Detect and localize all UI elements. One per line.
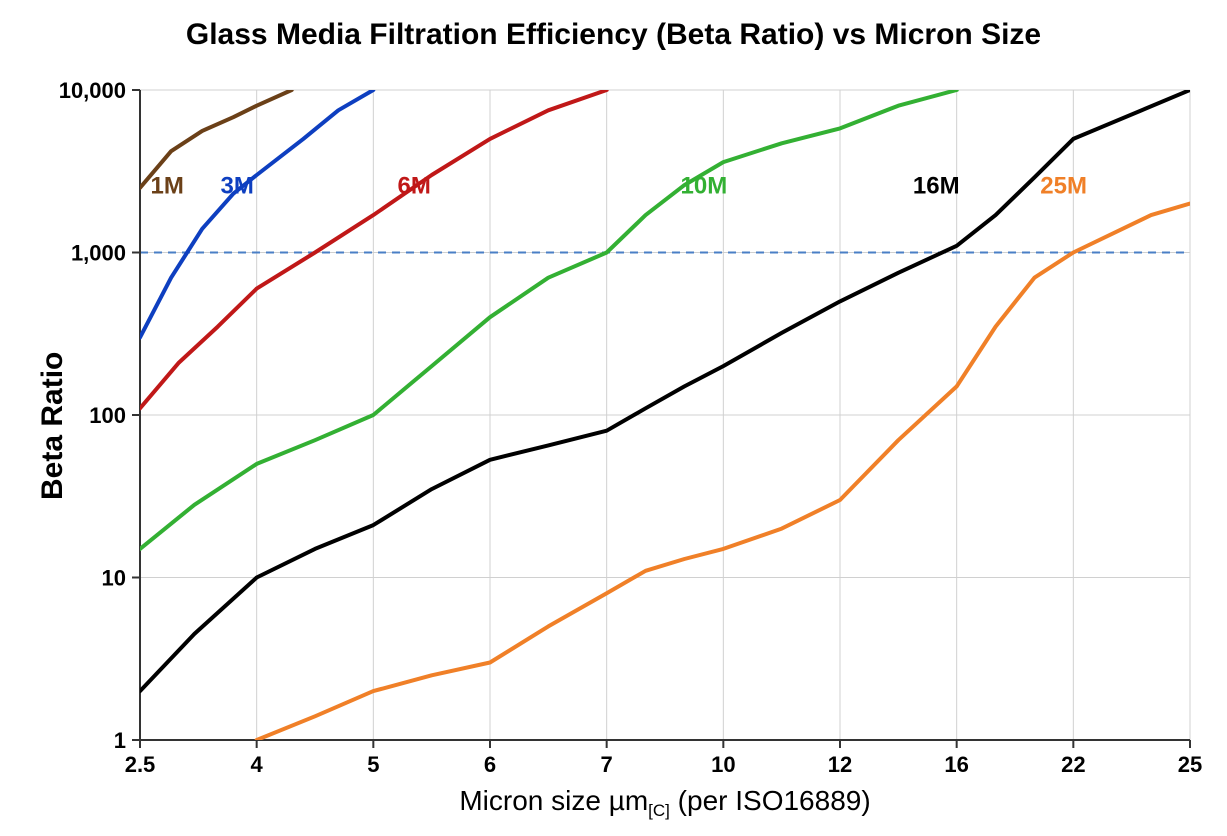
x-tick-label: 16 <box>944 752 968 777</box>
series-label-10m: 10M <box>681 173 728 200</box>
x-tick-label: 10 <box>711 752 735 777</box>
x-tick-label: 22 <box>1061 752 1085 777</box>
x-tick-label: 4 <box>251 752 264 777</box>
series-label-1m: 1M <box>151 173 184 200</box>
series-label-25m: 25M <box>1040 173 1087 200</box>
series-label-6m: 6M <box>397 173 430 200</box>
chart-plot: 2.5 4 5 6 7 10 12 16 22 25 1 10 100 1,000 10,000 1M 3M 6M… <box>0 0 1227 836</box>
y-tick-label: 10,000 <box>59 78 126 103</box>
x-axis-label: Micron size µm[C] (per ISO16889) <box>459 785 870 820</box>
x-tick-label: 6 <box>484 752 496 777</box>
y-tick-label: 1 <box>114 728 126 753</box>
series-label-16m: 16M <box>913 173 960 200</box>
y-tick-label: 10 <box>102 566 126 591</box>
x-tick-label: 7 <box>601 752 613 777</box>
series-line-16m <box>140 90 1190 691</box>
chart-container: Glass Media Filtration Efficiency (Beta … <box>0 0 1227 836</box>
x-tick-label: 5 <box>367 752 379 777</box>
series-line-10m <box>140 90 957 549</box>
y-tick-label: 100 <box>89 403 126 428</box>
x-tick-label: 25 <box>1178 752 1202 777</box>
y-tick-label: 1,000 <box>71 241 126 266</box>
x-tick-label: 12 <box>828 752 852 777</box>
series-label-3m: 3M <box>221 173 254 200</box>
x-tick-label: 2.5 <box>125 752 156 777</box>
